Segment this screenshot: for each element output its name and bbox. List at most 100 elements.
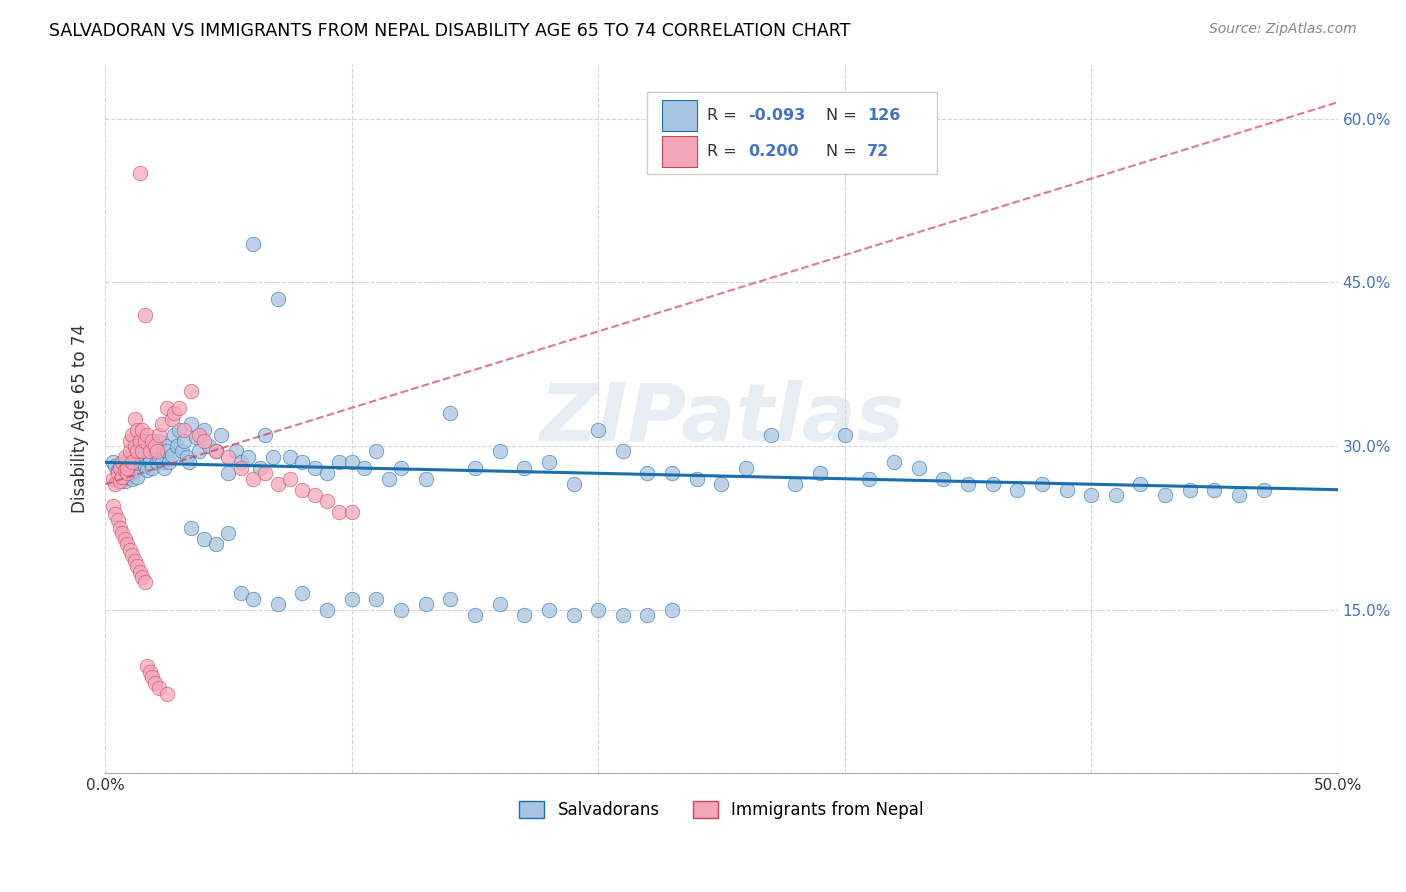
Point [415, 472, 437, 486]
Point [141, 434, 163, 448]
Point [187, 428, 209, 442]
Point [111, 469, 134, 483]
Point [267, 292, 290, 306]
Point [513, 608, 536, 623]
Point [148, 450, 170, 464]
Point [262, 450, 284, 464]
Point [143, 439, 166, 453]
Point [180, 384, 202, 399]
Point [328, 504, 350, 518]
Point [254, 467, 277, 481]
Point [907, 461, 929, 475]
Point [661, 467, 683, 481]
Point [291, 586, 314, 600]
Point [180, 521, 202, 535]
Point [138, 444, 160, 458]
Point [166, 439, 188, 453]
Point [177, 455, 200, 469]
Point [117, 461, 139, 475]
Point [111, 526, 134, 541]
Point [1253, 483, 1275, 497]
Point [127, 450, 149, 464]
Point [267, 477, 290, 491]
Point [340, 455, 363, 469]
Point [1056, 483, 1078, 497]
Point [858, 472, 880, 486]
Point [131, 444, 153, 458]
Point [186, 430, 208, 444]
Legend: Salvadorans, Immigrants from Nepal: Salvadorans, Immigrants from Nepal [512, 794, 931, 825]
Point [612, 444, 634, 458]
Point [160, 411, 183, 425]
Point [1080, 488, 1102, 502]
Point [167, 401, 190, 415]
Point [173, 423, 195, 437]
Point [156, 439, 179, 453]
Point [111, 455, 134, 469]
Point [104, 477, 127, 491]
Point [340, 504, 363, 518]
Point [121, 472, 143, 486]
Point [124, 455, 146, 469]
Point [562, 477, 585, 491]
Point [101, 455, 124, 469]
Point [114, 532, 136, 546]
Point [138, 455, 160, 469]
Point [131, 455, 153, 469]
Point [127, 559, 149, 574]
Point [117, 537, 139, 551]
Point [108, 474, 131, 488]
Point [134, 308, 156, 322]
Point [148, 428, 170, 442]
Point [1178, 483, 1201, 497]
Point [389, 461, 412, 475]
Point [1031, 477, 1053, 491]
Point [134, 444, 156, 458]
Point [249, 461, 271, 475]
Point [127, 444, 149, 458]
Point [131, 570, 153, 584]
Point [134, 458, 156, 473]
Point [121, 428, 143, 442]
Point [136, 463, 159, 477]
Point [131, 452, 153, 467]
Point [217, 467, 239, 481]
Point [101, 499, 124, 513]
Point [278, 450, 301, 464]
Point [229, 586, 252, 600]
Point [389, 603, 412, 617]
Point [366, 591, 388, 606]
Point [537, 603, 560, 617]
Point [176, 450, 198, 464]
Point [229, 455, 252, 469]
Point [956, 477, 979, 491]
Point [124, 553, 146, 567]
Point [146, 455, 169, 469]
Point [267, 597, 290, 611]
Point [138, 665, 160, 679]
Point [163, 406, 186, 420]
Point [932, 472, 955, 486]
Point [735, 461, 758, 475]
Text: N =: N = [827, 108, 862, 123]
Point [377, 472, 399, 486]
Point [1227, 488, 1250, 502]
Point [1129, 477, 1152, 491]
Point [153, 461, 176, 475]
FancyBboxPatch shape [648, 93, 938, 174]
Point [316, 493, 339, 508]
Point [117, 467, 139, 481]
Text: 126: 126 [868, 108, 900, 123]
Point [160, 448, 183, 462]
Point [415, 597, 437, 611]
Point [167, 423, 190, 437]
Point [661, 603, 683, 617]
Bar [662, 100, 697, 131]
Text: ZIPatlas: ZIPatlas [538, 380, 904, 458]
Point [134, 575, 156, 590]
Point [304, 461, 326, 475]
Point [180, 417, 202, 432]
Point [242, 472, 264, 486]
Point [118, 444, 141, 458]
Point [108, 461, 131, 475]
